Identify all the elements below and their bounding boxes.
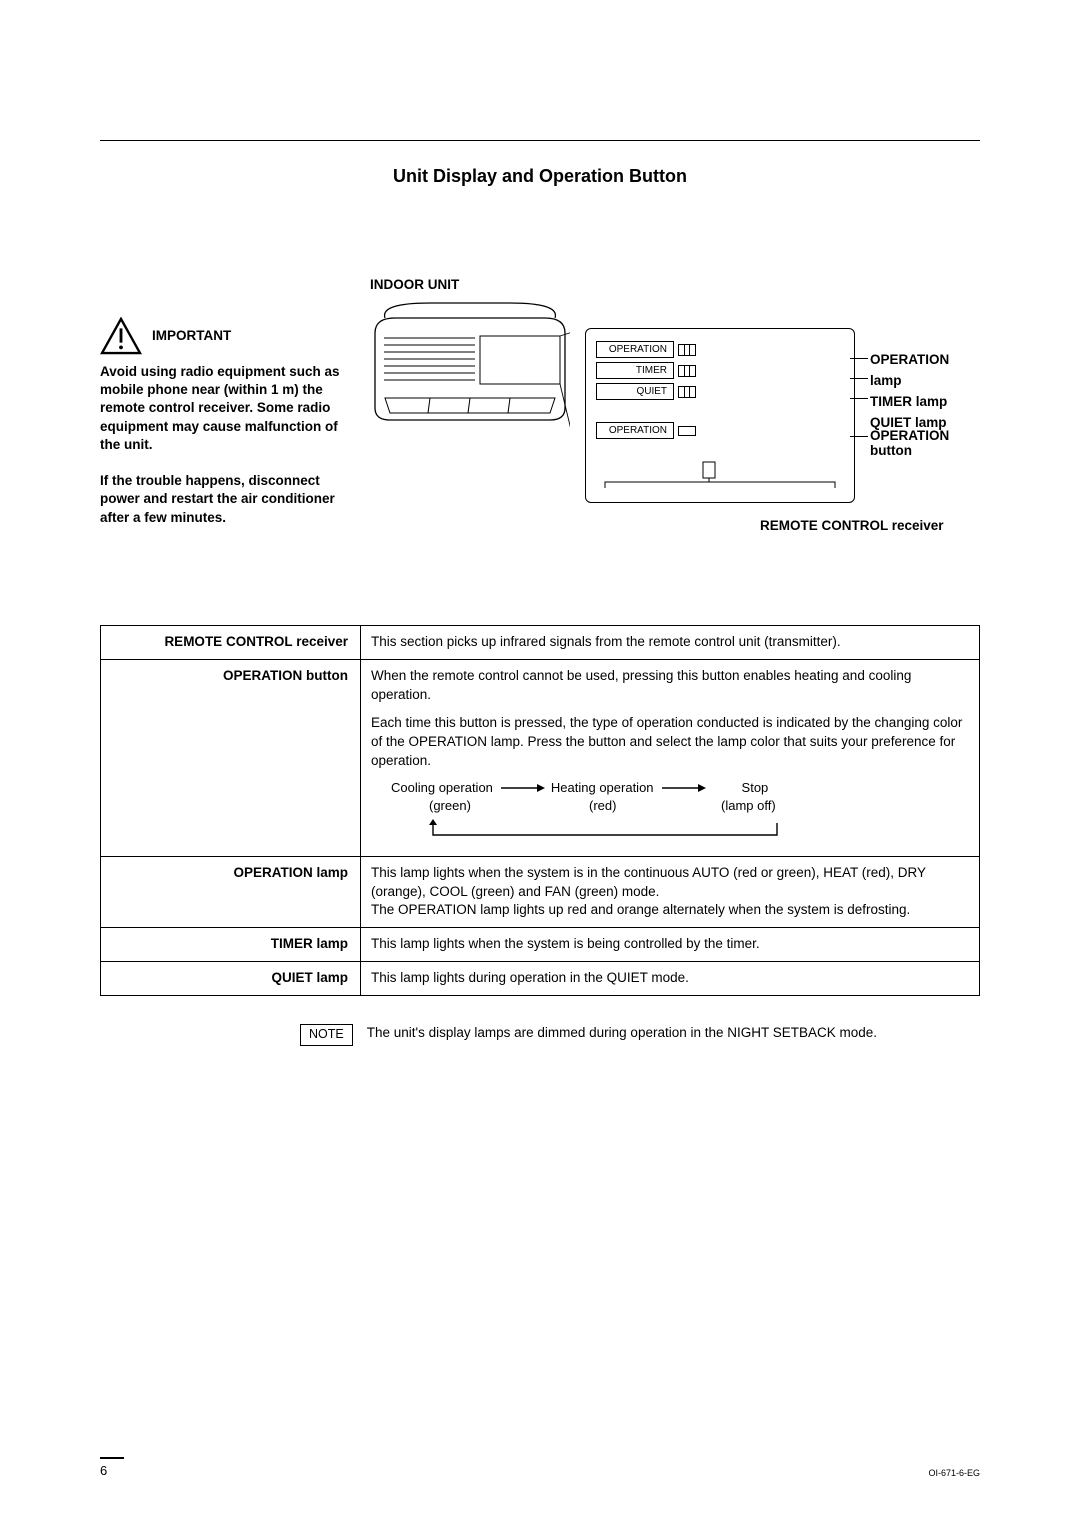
row-label: REMOTE CONTROL receiver — [101, 625, 361, 659]
operation-led-icon — [678, 344, 696, 356]
top-rule — [100, 140, 980, 141]
panel-timer-label: TIMER — [596, 362, 674, 379]
note-block: NOTE The unit's display lamps are dimmed… — [300, 1024, 980, 1046]
callout-operation-button: OPERATION button — [870, 428, 980, 458]
operation-button-icon — [678, 426, 696, 436]
callout-timer-lamp: TIMER lamp — [870, 392, 980, 413]
row-text: When the remote control cannot be used, … — [361, 659, 980, 856]
cycle-loop-icon — [397, 819, 797, 843]
indoor-unit-icon — [370, 298, 570, 448]
table-row: REMOTE CONTROL receiver This section pic… — [101, 625, 980, 659]
cycle-heating: Heating operation — [551, 779, 654, 797]
cycle-stop-color: (lamp off) — [721, 797, 776, 815]
table-row: TIMER lamp This lamp lights when the sys… — [101, 928, 980, 962]
important-label: IMPORTANT — [152, 327, 231, 345]
connector-line — [850, 398, 868, 399]
op-button-text2: Each time this button is pressed, the ty… — [371, 714, 969, 771]
unit-diagram: OPERATION TIMER QUIET — [370, 298, 980, 528]
cycle-cooling-color: (green) — [429, 797, 559, 815]
page-footer: 6 OI-671-6-EG — [100, 1457, 980, 1478]
callout-remote-receiver: REMOTE CONTROL receiver — [760, 518, 944, 533]
receiver-bracket-icon — [595, 460, 845, 490]
indoor-unit-label: INDOOR UNIT — [370, 277, 980, 292]
note-text: The unit's display lamps are dimmed duri… — [367, 1024, 877, 1043]
arrow-right-icon — [499, 782, 545, 794]
row-text: This lamp lights when the system is bein… — [361, 928, 980, 962]
cycle-stop: Stop — [742, 779, 769, 797]
quiet-led-icon — [678, 386, 696, 398]
row-text: This lamp lights when the system is in t… — [361, 856, 980, 928]
page-number: 6 — [100, 1463, 107, 1478]
row-label: TIMER lamp — [101, 928, 361, 962]
panel-quiet-label: QUIET — [596, 383, 674, 400]
connector-line — [850, 378, 868, 379]
cycle-cooling: Cooling operation — [391, 779, 493, 797]
definition-table: REMOTE CONTROL receiver This section pic… — [100, 625, 980, 996]
op-button-text1: When the remote control cannot be used, … — [371, 667, 969, 705]
important-para1: Avoid using radio equipment such as mobi… — [100, 363, 340, 454]
arrow-right-icon — [660, 782, 706, 794]
row-label: OPERATION button — [101, 659, 361, 856]
note-label: NOTE — [300, 1024, 353, 1046]
cycle-heating-color: (red) — [559, 797, 721, 815]
important-para2: If the trouble happens, disconnect power… — [100, 472, 340, 527]
row-text: This section picks up infrared signals f… — [361, 625, 980, 659]
callout-operation-lamp: OPERATION lamp — [870, 350, 980, 392]
row-label: OPERATION lamp — [101, 856, 361, 928]
row-label: QUIET lamp — [101, 962, 361, 996]
row-text: This lamp lights during operation in the… — [361, 962, 980, 996]
table-row: QUIET lamp This lamp lights during opera… — [101, 962, 980, 996]
warning-icon — [100, 317, 142, 355]
display-panel-closeup: OPERATION TIMER QUIET — [585, 328, 855, 503]
panel-op-button-label: OPERATION — [596, 422, 674, 439]
table-row: OPERATION button When the remote control… — [101, 659, 980, 856]
connector-line — [850, 436, 868, 437]
panel-operation-label: OPERATION — [596, 341, 674, 358]
connector-line — [850, 358, 868, 359]
page-title: Unit Display and Operation Button — [100, 166, 980, 187]
doc-id: OI-671-6-EG — [928, 1468, 980, 1478]
important-block: IMPORTANT Avoid using radio equipment su… — [100, 277, 340, 545]
table-row: OPERATION lamp This lamp lights when the… — [101, 856, 980, 928]
timer-led-icon — [678, 365, 696, 377]
